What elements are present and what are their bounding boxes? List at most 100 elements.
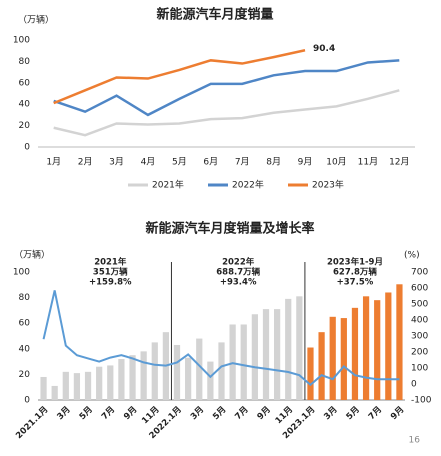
bar (118, 359, 125, 400)
x-tick-label: 7月 (367, 405, 384, 422)
y-tick-label: 60 (19, 319, 31, 329)
x-tick-label: 3月 (109, 157, 124, 168)
y-tick-label: 100 (13, 268, 30, 278)
bar (107, 365, 114, 400)
bar (40, 376, 47, 400)
x-tick-label: 1月 (46, 157, 61, 168)
y-tick-label: 20 (19, 121, 31, 131)
x-tick-label: 7月 (100, 405, 117, 422)
x-tick-label: 6月 (203, 157, 218, 168)
y-tick-label: 80 (19, 57, 31, 67)
legend-label: 2023年 (312, 179, 344, 191)
x-tick-label: 8月 (266, 157, 281, 168)
annotation: 2022年 (222, 257, 255, 268)
x-tick-label: 5月 (78, 405, 95, 422)
bar (351, 307, 359, 400)
chart-title: 新能源汽车月度销量 (156, 7, 273, 23)
bar (185, 357, 192, 400)
annotation: 351万辆 (93, 267, 128, 278)
x-tick-label: 9月 (389, 405, 406, 422)
x-tick-label: 9月 (298, 157, 313, 168)
x-tick-label: 10月 (326, 157, 346, 168)
y-axis-label: （万辆） (18, 14, 54, 26)
bar (362, 296, 370, 400)
x-tick-label: 3月 (189, 405, 206, 422)
bar (96, 366, 103, 400)
bar (307, 347, 314, 400)
y-tick-label: 0 (24, 396, 30, 406)
bar (51, 385, 58, 400)
bar (273, 309, 281, 400)
x-tick-label: 9月 (122, 405, 139, 422)
annotation: +37.5% (337, 278, 374, 288)
y-tick-label: 80 (19, 293, 31, 303)
x-tick-label: 3月 (322, 405, 339, 422)
bar (218, 342, 225, 400)
bar (251, 314, 258, 400)
y2-tick-label: 0 (411, 380, 417, 390)
bar (374, 300, 381, 400)
bar (385, 292, 392, 400)
chart-title: 新能源汽车月度销量及增长率 (145, 221, 314, 237)
line (53, 59, 400, 117)
x-tick-label: 2021.1月 (14, 405, 50, 441)
bar (62, 371, 69, 400)
data-label: 90.4 (313, 44, 335, 54)
legend-label: 2022年 (232, 179, 264, 191)
x-tick-label: 3月 (55, 405, 72, 422)
y2-tick-label: 100 (411, 364, 428, 374)
x-tick-label: 5月 (172, 157, 187, 168)
bar (84, 371, 92, 400)
y-tick-label: 100 (13, 36, 30, 46)
bar (296, 296, 303, 400)
x-tick-label: 9月 (256, 405, 273, 422)
bar (151, 342, 158, 400)
bar (262, 309, 270, 400)
x-tick-label: 5月 (211, 405, 228, 422)
y2-axis-label: (%) (404, 251, 420, 261)
annotation: 688.7万辆 (216, 267, 260, 278)
x-tick-label: 11月 (358, 157, 378, 168)
y-tick-label: 0 (24, 143, 30, 153)
annotation: 2021年 (94, 257, 127, 268)
bar (240, 324, 247, 400)
x-tick-label: 4月 (141, 157, 156, 168)
y-tick-label: 60 (19, 78, 31, 88)
x-tick-label: 2月 (78, 157, 93, 168)
x-tick-label: 5月 (345, 405, 362, 422)
annotation: +159.8% (89, 278, 132, 288)
line (53, 49, 306, 105)
y2-tick-label: -100 (411, 396, 432, 406)
y-tick-label: 40 (19, 100, 31, 110)
y2-tick-label: 600 (411, 284, 428, 294)
annotation: 627.8万辆 (333, 267, 377, 278)
bar (329, 316, 336, 400)
annotation: 2023年1-9月 (327, 257, 383, 268)
bar (140, 351, 147, 400)
bar (196, 338, 203, 400)
y2-tick-label: 300 (411, 332, 428, 342)
bar (396, 284, 403, 400)
y2-tick-label: 200 (411, 348, 428, 358)
page-number: 16 (409, 436, 421, 446)
x-tick-label: 7月 (233, 405, 250, 422)
y-tick-label: 40 (19, 344, 31, 354)
legend-label: 2021年 (152, 179, 184, 191)
y2-tick-label: 400 (411, 316, 428, 326)
line (42, 290, 400, 387)
y-tick-label: 20 (19, 370, 31, 380)
x-tick-label: 7月 (235, 157, 250, 168)
y2-tick-label: 700 (411, 268, 428, 278)
bar (207, 361, 214, 400)
bar (318, 332, 325, 400)
y2-tick-label: 500 (411, 300, 428, 310)
y-axis-label: （万辆） (14, 249, 50, 261)
bar (285, 298, 292, 400)
bar (173, 344, 181, 400)
bar (129, 355, 136, 400)
bar (73, 373, 81, 400)
bar (340, 318, 347, 400)
x-tick-label: 12月 (389, 157, 409, 168)
line (53, 89, 400, 137)
